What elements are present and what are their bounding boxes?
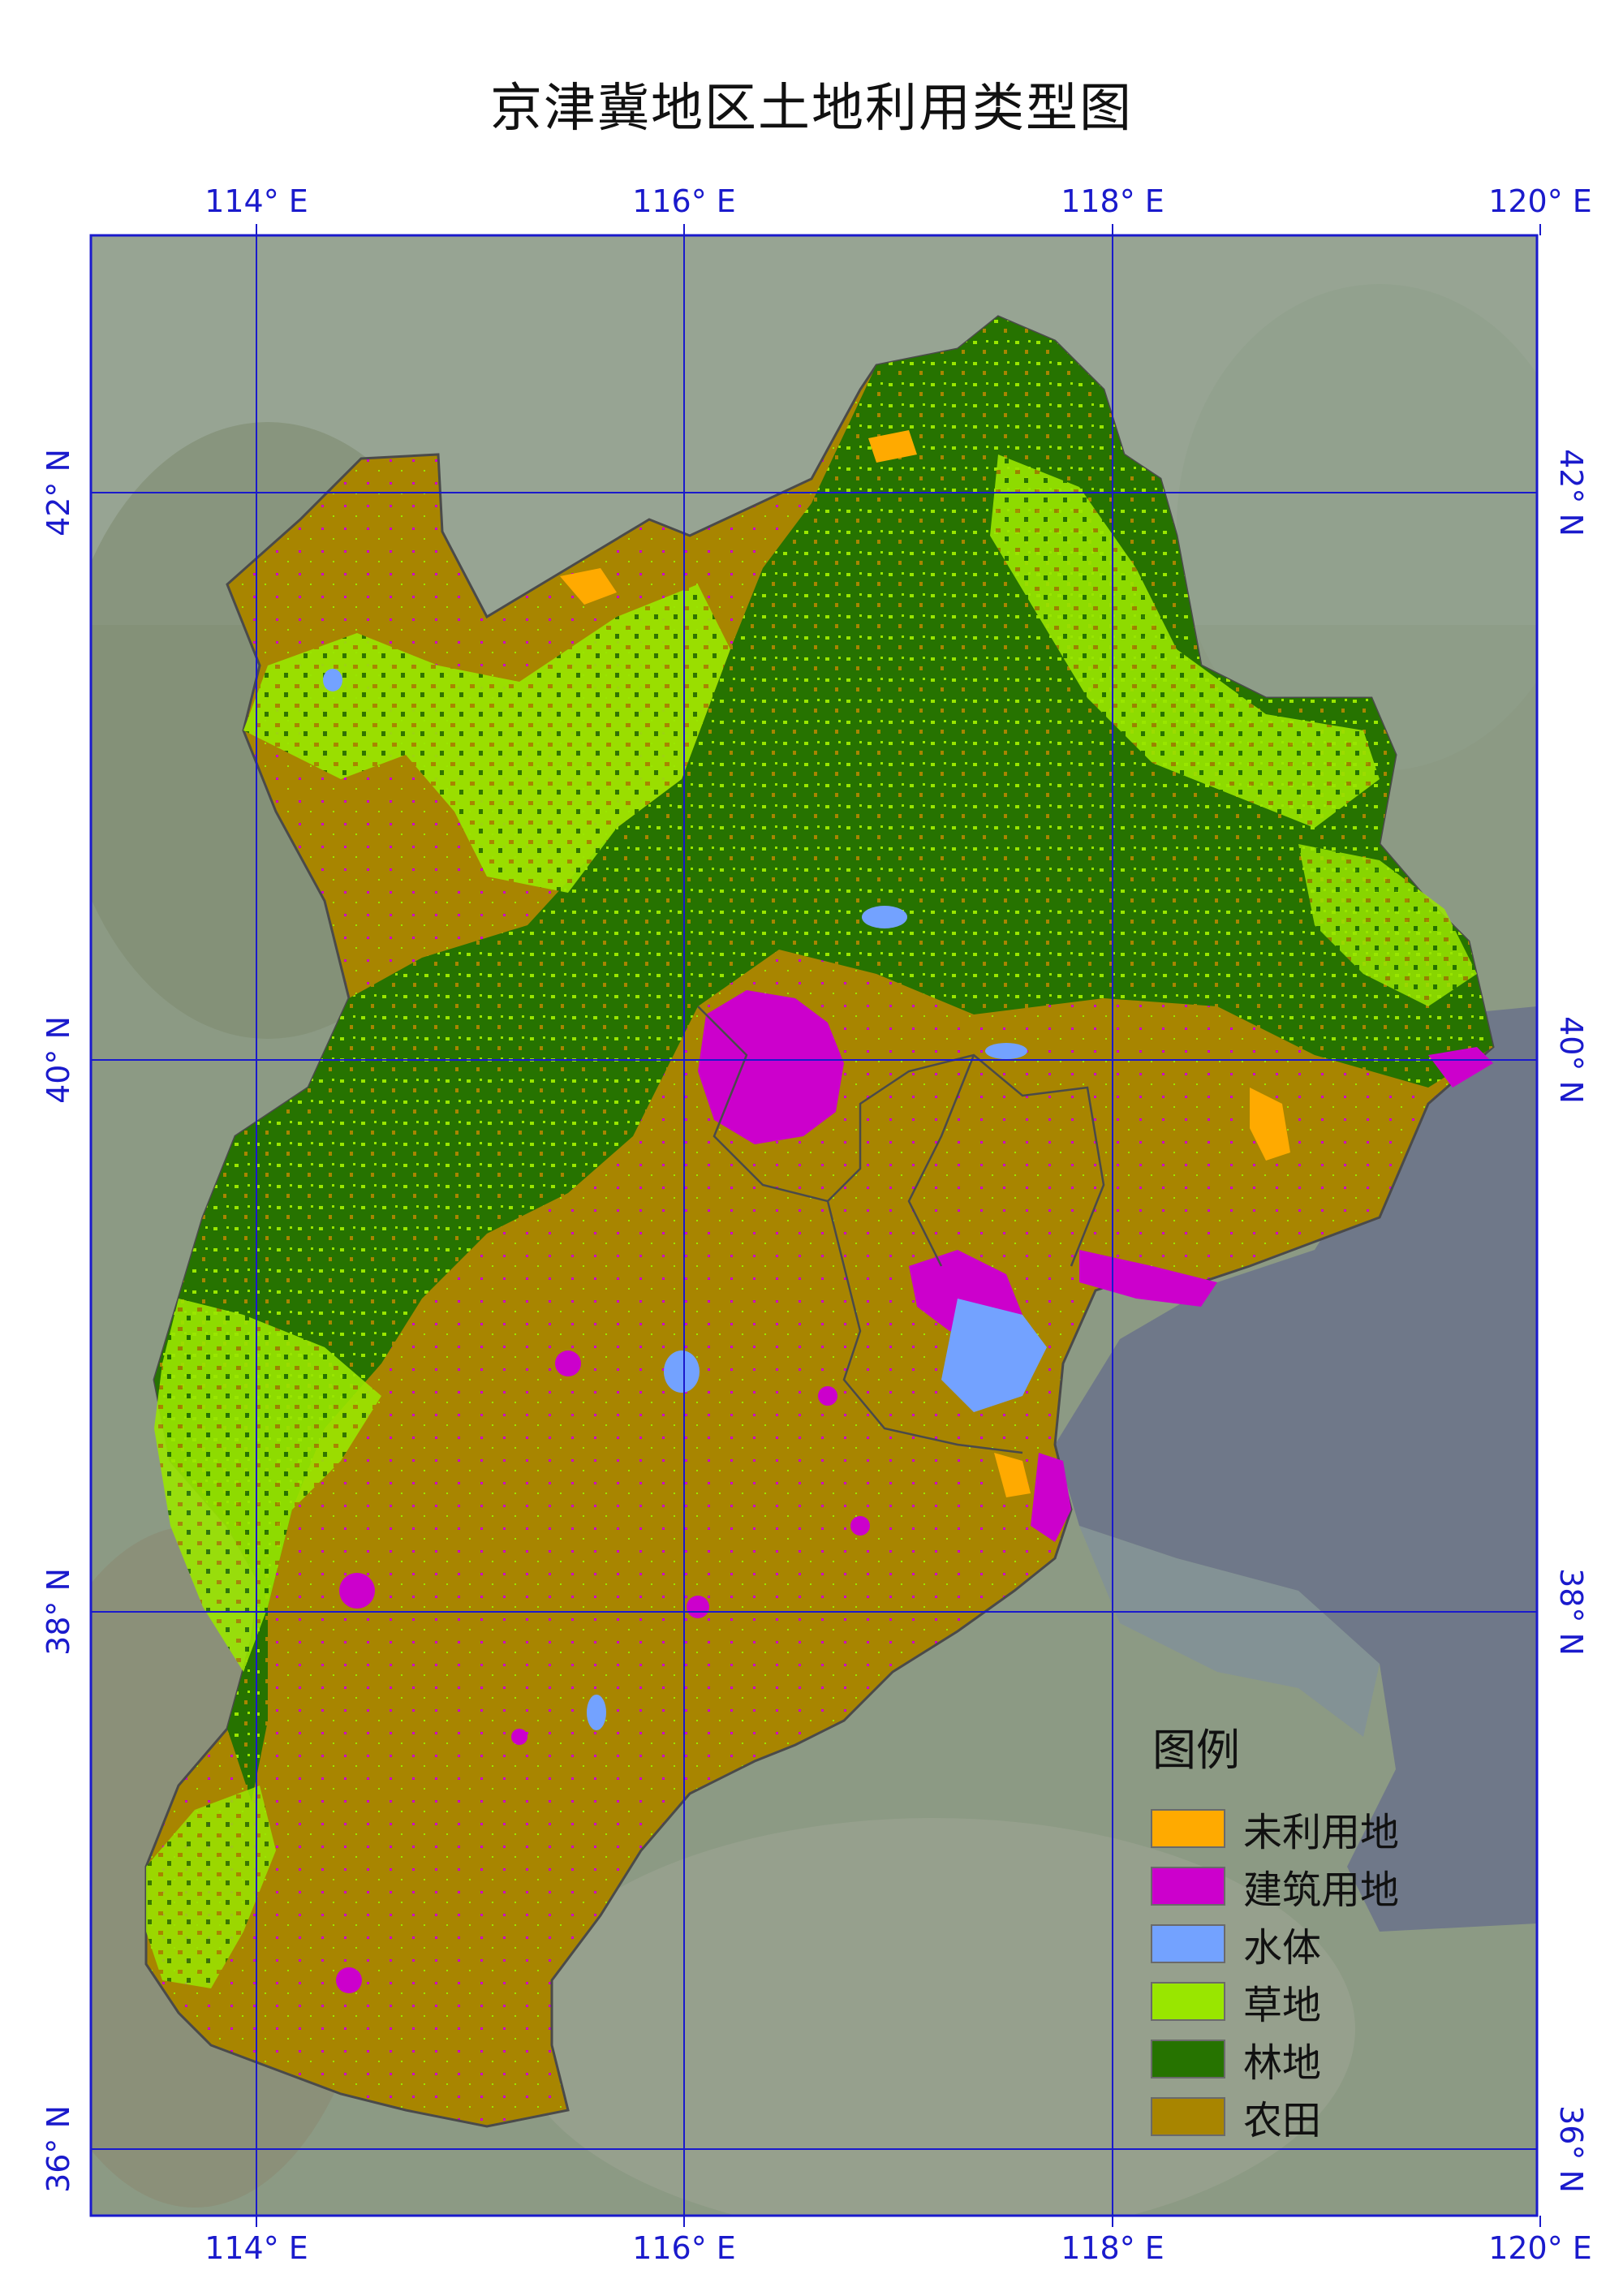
legend-title: 图例	[1152, 1725, 1240, 1776]
legend-swatch	[1151, 2096, 1225, 2136]
legend-item-unused-land: 未利用地	[1151, 1799, 1399, 1857]
legend: 图例 未利用地 建筑用地 水体 草地 林地 农田	[1151, 1714, 1399, 2145]
lat-label-right-36: 36° N	[1553, 2105, 1589, 2193]
legend-item-grassland: 草地	[1151, 1972, 1399, 2030]
unused-land	[994, 1453, 1031, 1497]
legend-item-built-up: 建筑用地	[1151, 1857, 1399, 1915]
graticule	[91, 235, 1537, 2216]
lon-label-bottom-116: 116° E	[632, 2230, 736, 2266]
lon-label-top-120: 120° E	[1488, 183, 1592, 219]
legend-swatch	[1151, 1866, 1225, 1906]
sea-area	[1055, 1006, 1537, 1932]
map-title: 京津冀地区土地利用类型图	[490, 79, 1133, 139]
legend-label: 林地	[1243, 2040, 1322, 2086]
lat-label-right-38: 38° N	[1553, 1568, 1589, 1656]
lat-label-left-38: 38° N	[41, 1568, 76, 1656]
lat-label-right-40: 40° N	[1553, 1016, 1589, 1104]
land-use-map[interactable]	[144, 315, 1495, 2128]
lon-label-top-116: 116° E	[632, 183, 736, 219]
lon-label-bottom-114: 114° E	[204, 2230, 308, 2266]
legend-swatch	[1151, 2039, 1225, 2078]
water-bodies	[941, 1299, 1047, 1412]
legend-swatch	[1151, 1981, 1225, 2021]
lon-label-top-114: 114° E	[204, 183, 308, 219]
map-frame	[89, 234, 1539, 2217]
legend-label: 农田	[1243, 2097, 1322, 2143]
legend-swatch	[1151, 1808, 1225, 1848]
lon-label-bottom-118: 118° E	[1061, 2230, 1165, 2266]
legend-label: 水体	[1243, 1924, 1322, 1971]
lat-label-right-42: 42° N	[1553, 449, 1589, 536]
lat-label-left-36: 36° N	[41, 2105, 76, 2193]
legend-item-forest: 林地	[1151, 2030, 1399, 2087]
lon-label-bottom-120: 120° E	[1488, 2230, 1592, 2266]
frame-ticks	[256, 224, 1541, 2227]
lat-label-left-40: 40° N	[41, 1016, 76, 1104]
legend-item-farmland: 农田	[1151, 2087, 1399, 2145]
legend-label: 建筑用地	[1243, 1867, 1400, 1913]
legend-item-water: 水体	[1151, 1915, 1399, 1972]
grassland-zone	[243, 584, 730, 893]
legend-swatch	[1151, 1923, 1225, 1963]
legend-label: 未利用地	[1243, 1809, 1400, 1855]
admin-boundaries	[697, 1006, 1105, 1454]
legend-label: 草地	[1243, 1982, 1322, 2028]
lat-label-left-42: 42° N	[41, 449, 76, 536]
lon-label-top-118: 118° E	[1061, 183, 1165, 219]
built-up-beijing	[698, 990, 844, 1144]
